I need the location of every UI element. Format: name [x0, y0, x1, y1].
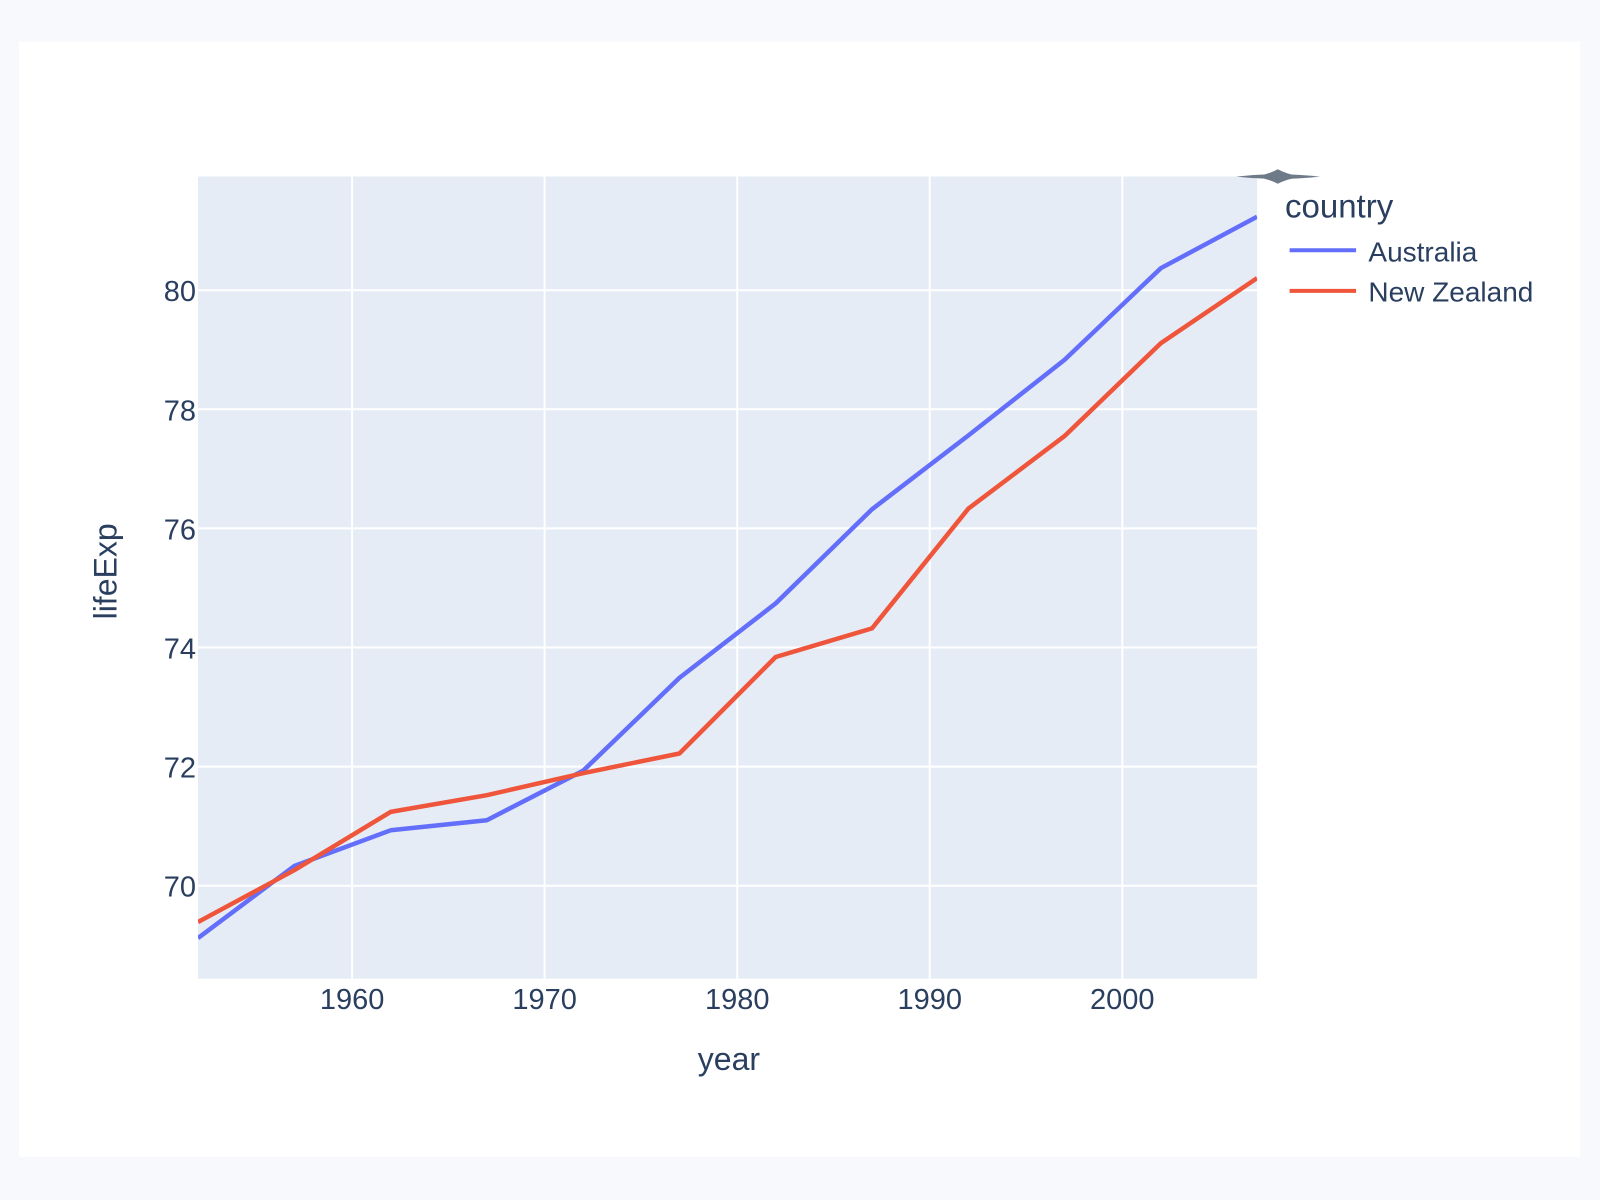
svg-text:New Zealand: New Zealand — [1368, 277, 1533, 308]
svg-text:lifeExp: lifeExp — [88, 523, 124, 619]
svg-text:80: 80 — [164, 276, 196, 308]
svg-text:72: 72 — [164, 753, 196, 785]
svg-text:78: 78 — [164, 395, 196, 427]
svg-text:Australia: Australia — [1368, 236, 1477, 267]
svg-text:country: country — [1285, 187, 1394, 224]
svg-text:1960: 1960 — [320, 984, 385, 1016]
svg-text:70: 70 — [164, 872, 196, 904]
svg-text:1970: 1970 — [512, 984, 577, 1016]
svg-text:2000: 2000 — [1090, 984, 1155, 1016]
svg-text:1980: 1980 — [705, 984, 770, 1016]
svg-text:76: 76 — [164, 514, 196, 546]
svg-text:year: year — [698, 1041, 761, 1077]
svg-text:1990: 1990 — [897, 984, 962, 1016]
svg-text:74: 74 — [164, 634, 196, 666]
